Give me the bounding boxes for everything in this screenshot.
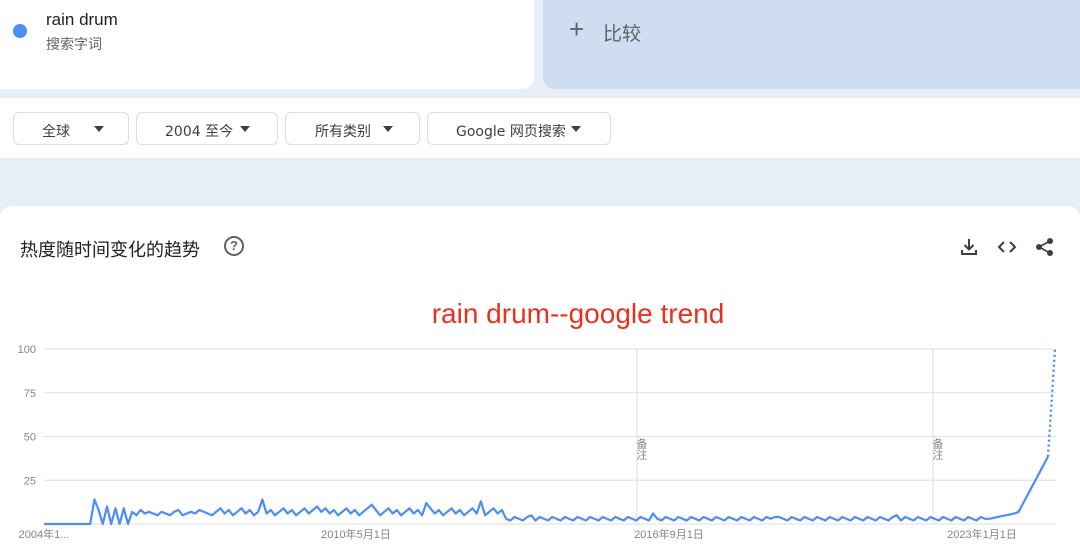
y-tick-label: 25 [24,475,36,487]
time-range-filter-label: 2004 至今 [165,124,234,140]
x-tick-label: 2023年1月1日 [947,527,1017,541]
trend-chart: 备注 备注 25 50 75 100 2004年1... 2010年5月1日 2016年9月1… [18,344,1057,541]
chart-heading: 热度随时间变化的趋势 [20,240,200,261]
share-icon[interactable] [1034,236,1056,258]
download-icon[interactable] [958,236,980,258]
search-term-name: rain drum [46,10,118,29]
compare-button[interactable]: + 比较 [543,0,1080,89]
search-term-subtitle: 搜索字词 [46,37,102,53]
x-tick-label: 2010年5月1日 [321,527,391,541]
x-tick-label: 2016年9月1日 [634,527,704,541]
chart-annotation: rain drum--google trend [431,298,725,329]
x-tick-label: 2004年1... [19,527,70,541]
filter-bar: 全球 2004 至今 所有类别 Google 网页搜索 [0,98,1080,158]
note-marker-label[interactable]: 备注 [931,437,944,460]
embed-icon[interactable] [996,236,1018,258]
time-range-filter[interactable]: 2004 至今 [136,112,278,145]
note-marker-label[interactable]: 备注 [635,437,648,460]
chevron-down-icon [94,126,104,132]
y-tick-label: 100 [18,344,36,356]
search-type-filter[interactable]: Google 网页搜索 [427,112,611,145]
y-tick-label: 50 [24,432,36,444]
interest-over-time-card: 热度随时间变化的趋势 ? rain drum--google trend 备注备… [0,206,1080,554]
region-filter[interactable]: 全球 [13,112,129,145]
chevron-down-icon [571,126,581,132]
search-term-card[interactable]: rain drum 搜索字词 [0,0,534,89]
search-type-filter-label: Google 网页搜索 [456,124,566,140]
plus-icon: + [569,14,585,44]
chevron-down-icon [383,126,393,132]
category-filter[interactable]: 所有类别 [285,112,420,145]
region-filter-label: 全球 [42,124,70,140]
y-tick-label: 75 [24,388,36,400]
series-partial-line [1046,348,1057,457]
compare-label: 比较 [603,23,642,45]
term-color-dot [13,24,27,38]
category-filter-label: 所有类别 [315,124,371,140]
series-line [44,456,1049,526]
help-icon[interactable]: ? [224,236,244,256]
chevron-down-icon [240,126,250,132]
